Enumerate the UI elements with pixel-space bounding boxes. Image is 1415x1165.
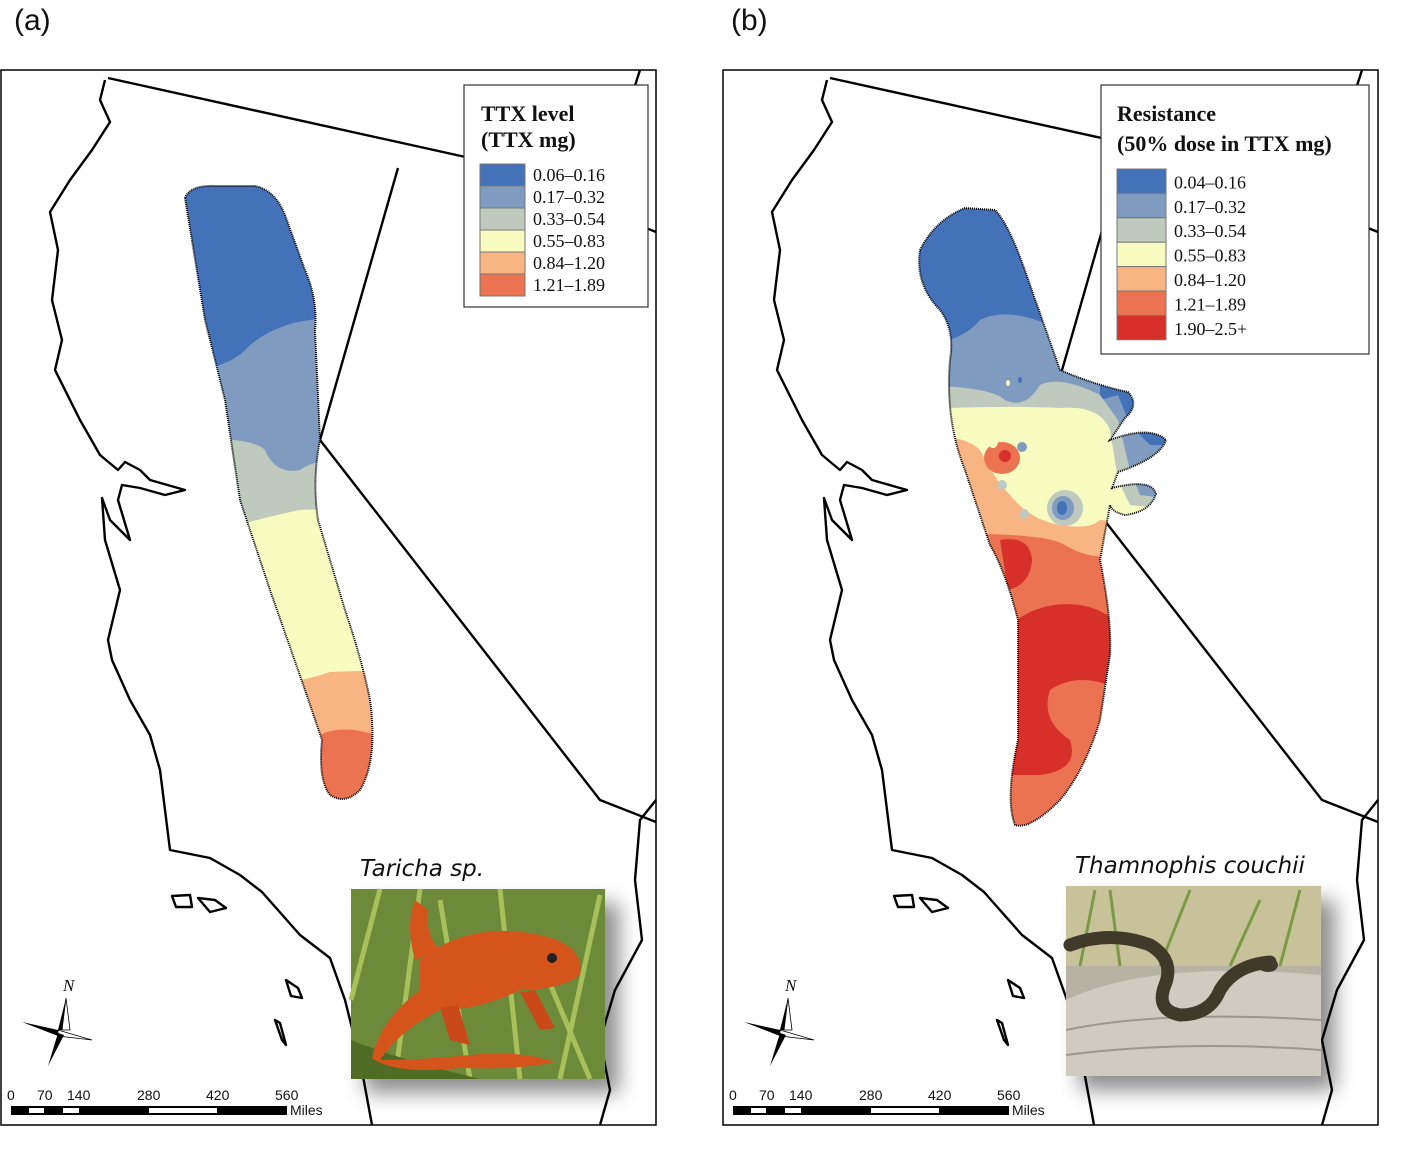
legend-item-label: 1.21–1.89	[533, 275, 605, 295]
legend-swatch	[1116, 241, 1167, 268]
scale-tick: 420	[206, 1087, 230, 1103]
legend-swatch	[479, 185, 526, 209]
legend-swatch	[1116, 266, 1167, 292]
scale-tick: 70	[759, 1087, 775, 1103]
legend-swatch	[479, 163, 526, 187]
north-label: N	[784, 976, 798, 995]
scale-bar: 0 70 140 280 420 560 Miles	[7, 1087, 323, 1118]
legend-swatch	[479, 251, 526, 275]
scale-tick: 0	[7, 1087, 15, 1103]
legend-item-label: 0.84–1.20	[533, 253, 605, 273]
legend: TTX level (TTX mg) 0.06–0.160.17–0.320.3…	[463, 84, 649, 308]
res-patch-red	[1000, 539, 1032, 590]
photo-caption: Thamnophis couchii	[1075, 853, 1306, 879]
scale-tick: 280	[137, 1087, 161, 1103]
legend-swatch	[1116, 168, 1167, 194]
scale-unit: Miles	[1012, 1102, 1045, 1118]
legend-subtitle: (TTX mg)	[481, 127, 576, 152]
scale-tick: 140	[67, 1087, 91, 1103]
legend-item-label: 1.90–2.5+	[1174, 319, 1247, 339]
legend-title: TTX level	[481, 101, 575, 126]
legend-item-label: 0.06–0.16	[533, 165, 605, 185]
legend-swatch	[479, 273, 526, 297]
legend-item-label: 0.33–0.54	[533, 209, 605, 229]
panel-label: (b)	[731, 4, 768, 37]
legend-item-label: 0.17–0.32	[1174, 197, 1246, 217]
photo-caption: Taricha sp.	[360, 856, 484, 882]
legend-item-label: 0.04–0.16	[1174, 172, 1246, 192]
newt-photo-detail	[348, 888, 603, 1080]
north-label: N	[62, 976, 76, 995]
photo-inset: Thamnophis couchii	[1063, 853, 1322, 1076]
legend-swatch	[479, 229, 526, 253]
scale-bar: 0 70 140 280 420 560 Miles	[729, 1087, 1045, 1118]
legend-swatch	[1116, 314, 1167, 341]
panel-label: (a)	[14, 4, 51, 37]
scale-tick: 70	[37, 1087, 53, 1103]
legend-title: Resistance	[1117, 101, 1216, 126]
legend-swatch	[1116, 192, 1167, 219]
scale-tick: 560	[997, 1087, 1021, 1103]
scale-tick: 280	[859, 1087, 883, 1103]
state-borders	[48, 68, 658, 1127]
snake-photo-detail	[1063, 886, 1322, 1076]
legend-item-label: 1.21–1.89	[1174, 294, 1246, 314]
photo-inset: Taricha sp.	[348, 856, 605, 1080]
scale-tick: 560	[275, 1087, 299, 1103]
legend-subtitle: (50% dose in TTX mg)	[1117, 131, 1332, 156]
legend: Resistance (50% dose in TTX mg) 0.04–0.1…	[1100, 84, 1370, 355]
legend-item-label: 0.17–0.32	[533, 187, 605, 207]
legend-item-label: 0.84–1.20	[1174, 270, 1246, 290]
panel-a: (a) TTX level (TTX mg) 0.06–0.160.17–0.3…	[0, 4, 658, 1127]
scale-tick: 140	[789, 1087, 813, 1103]
scale-tick: 0	[729, 1087, 737, 1103]
legend-item-label: 0.33–0.54	[1174, 221, 1246, 241]
scale-tick: 420	[928, 1087, 952, 1103]
compass-rose: N	[744, 976, 815, 1066]
scale-unit: Miles	[290, 1102, 323, 1118]
legend-swatch	[1116, 217, 1167, 243]
legend-swatch	[1116, 290, 1167, 316]
legend-item-label: 0.55–0.83	[1174, 246, 1246, 266]
res-band-6	[1010, 604, 1120, 775]
legend-item-label: 0.55–0.83	[533, 231, 605, 251]
compass-rose: N	[22, 976, 93, 1066]
legend-swatch	[479, 207, 526, 231]
panel-b: (b) Resistance	[722, 4, 1380, 1127]
state-borders	[770, 68, 1380, 1127]
